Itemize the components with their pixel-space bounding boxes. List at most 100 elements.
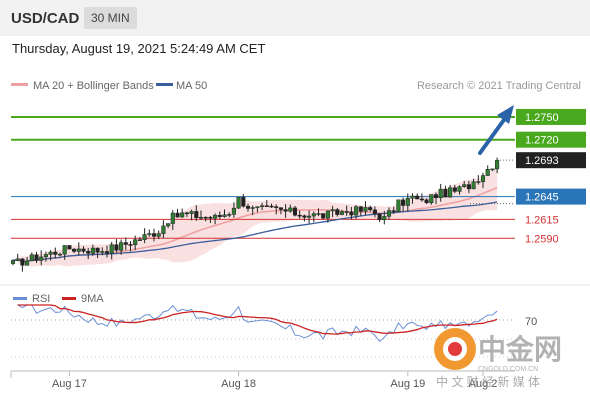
- candle-91: [438, 183, 443, 202]
- rsi-9ma-line: [17, 304, 498, 335]
- candle-100: [480, 172, 486, 189]
- candle-body-85: [410, 195, 415, 199]
- candle-body-95: [457, 186, 462, 192]
- candle-body-46: [227, 214, 232, 216]
- candle-body-8: [48, 251, 53, 255]
- x-tick-label-3: Aug 2: [469, 378, 498, 390]
- candle-99: [476, 175, 481, 185]
- candle-6: [39, 250, 44, 266]
- candle-52: [255, 206, 260, 213]
- candle-1: [15, 253, 20, 262]
- level-label-1: 1.2720: [525, 135, 559, 147]
- candle-body-66: [321, 213, 326, 219]
- candle-41: [203, 216, 208, 222]
- level-tag-3: [516, 188, 586, 205]
- candle-body-102: [490, 168, 495, 171]
- candle-56: [274, 204, 279, 215]
- level-tags: 1.2750 1.2720 1.2693 1.2645 1.2615 1.2590: [516, 108, 586, 245]
- candle-body-60: [292, 207, 298, 216]
- level-label-3: 1.2645: [525, 192, 559, 204]
- candle-body-103: [495, 159, 500, 170]
- candle-13: [72, 248, 77, 254]
- candle-body-16: [86, 251, 91, 254]
- x-tick-label-2: Aug 19: [390, 378, 425, 390]
- candle-body-1: [15, 258, 20, 261]
- candle-body-86: [415, 195, 420, 200]
- candle-58: [283, 204, 288, 218]
- candle-44: [217, 211, 222, 220]
- candle-body-20: [104, 251, 110, 254]
- candle-body-34: [170, 212, 175, 224]
- candle-3: [25, 256, 30, 266]
- level-tag-1: [516, 131, 586, 148]
- candle-95: [457, 185, 462, 195]
- candle-59: [288, 204, 293, 213]
- candle-2: [20, 258, 25, 272]
- candle-62: [302, 214, 307, 222]
- candle-body-23: [119, 242, 124, 251]
- candle-28: [142, 228, 147, 244]
- candle-15: [81, 246, 86, 254]
- research-credit: Research © 2021 Trading Central: [417, 80, 581, 92]
- candle-93: [448, 184, 453, 198]
- candle-98: [471, 178, 476, 190]
- candle-66: [321, 213, 326, 220]
- candle-body-101: [485, 169, 490, 176]
- candle-body-6: [39, 256, 44, 261]
- candle-50: [245, 203, 251, 212]
- candle-body-89: [429, 194, 434, 204]
- candle-14: [76, 242, 81, 256]
- candle-body-58: [283, 209, 288, 212]
- candle-body-11: [62, 245, 67, 255]
- candle-9: [53, 247, 58, 259]
- candle-90: [433, 192, 439, 205]
- candle-87: [419, 193, 424, 202]
- candle-body-93: [448, 187, 453, 198]
- candle-46: [227, 212, 232, 218]
- x-tick-label-0: Aug 17: [52, 378, 87, 390]
- chart-header-bar: USD/CAD 30 MIN: [0, 0, 590, 36]
- candle-body-25: [128, 244, 133, 246]
- level-tag-0: [516, 108, 586, 125]
- candle-12: [67, 245, 72, 250]
- legend-swatch-9ma: [62, 297, 76, 300]
- candle-57: [278, 207, 283, 215]
- candle-body-30: [151, 233, 157, 237]
- rsi-level-70: 70: [525, 316, 537, 328]
- level-label-4: 1.2615: [525, 214, 559, 226]
- candle-75: [363, 201, 368, 216]
- candle-92: [443, 185, 448, 198]
- candle-25: [128, 241, 133, 252]
- candle-body-100: [480, 175, 486, 182]
- candle-body-62: [302, 215, 307, 218]
- candle-body-81: [391, 210, 396, 212]
- candle-body-78: [377, 213, 382, 220]
- candle-body-24: [123, 242, 128, 245]
- candle-body-53: [260, 205, 265, 207]
- candle-18: [95, 247, 100, 259]
- candle-body-64: [311, 213, 316, 217]
- candle-81: [391, 206, 396, 214]
- candle-49: [241, 194, 246, 208]
- rsi-line: [17, 304, 498, 342]
- candle-63: [307, 210, 312, 224]
- candle-body-40: [198, 216, 204, 219]
- candle-43: [213, 213, 218, 225]
- candle-34: [170, 210, 175, 230]
- legend-label-ma20: MA 20 + Bollinger Bands: [33, 80, 154, 92]
- candle-body-32: [161, 225, 166, 234]
- candle-body-43: [213, 214, 218, 219]
- candle-body-82: [396, 199, 401, 212]
- candle-body-39: [194, 211, 199, 218]
- legend-label-9ma: 9MA: [81, 293, 104, 305]
- candle-69: [335, 208, 340, 217]
- candle-body-94: [452, 187, 457, 192]
- level-label-0: 1.2750: [525, 112, 559, 124]
- candle-70: [339, 209, 345, 216]
- candle-body-21: [109, 244, 114, 254]
- level-label-5: 1.2590: [525, 233, 559, 245]
- candle-body-91: [438, 188, 443, 199]
- timeframe-badge[interactable]: 30 MIN: [84, 7, 137, 29]
- candle-45: [222, 209, 227, 218]
- candle-body-35: [175, 212, 180, 218]
